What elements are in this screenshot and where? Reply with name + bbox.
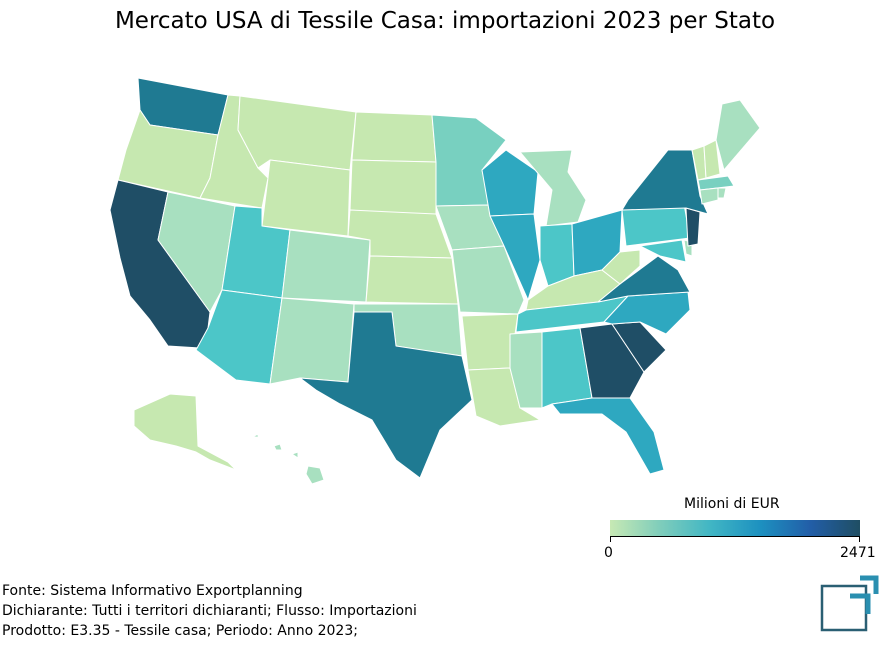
state-south-dakota[interactable] <box>349 159 437 219</box>
state-nevada[interactable] <box>157 191 236 313</box>
state-new-york[interactable] <box>621 149 709 215</box>
state-connecticut[interactable] <box>699 187 719 205</box>
legend-title: Milioni di EUR <box>684 496 780 512</box>
state-florida[interactable] <box>551 397 665 475</box>
state-wyoming[interactable] <box>261 159 351 237</box>
footer-declarant: Dichiarante: Tutti i territori dichiaran… <box>2 603 417 619</box>
footer-source: Fonte: Sistema Informativo Exportplannin… <box>2 583 303 599</box>
state-michigan[interactable] <box>519 149 587 227</box>
state-new-jersey[interactable] <box>685 207 701 247</box>
state-pennsylvania[interactable] <box>621 203 691 247</box>
state-alaska[interactable] <box>133 393 237 471</box>
legend-tick-min <box>610 536 611 542</box>
legend-color-bar <box>610 520 860 536</box>
footer-product: Prodotto: E3.35 - Tessile casa; Periodo:… <box>2 623 358 639</box>
state-new-hampshire[interactable] <box>703 139 721 179</box>
state-missouri[interactable] <box>451 245 525 315</box>
legend-min-label: 0 <box>604 545 613 561</box>
state-west-virginia[interactable] <box>601 249 641 285</box>
state-texas[interactable] <box>299 311 473 479</box>
state-maryland[interactable] <box>639 239 687 263</box>
state-north-dakota[interactable] <box>351 111 437 163</box>
source-footer: Fonte: Sistema Informativo Exportplannin… <box>2 581 417 641</box>
state-massachusetts[interactable] <box>697 175 735 191</box>
state-colorado[interactable] <box>281 229 371 303</box>
state-georgia[interactable] <box>579 323 645 399</box>
legend-tick-max <box>859 536 860 542</box>
state-montana[interactable] <box>237 95 357 171</box>
state-rhode-island[interactable] <box>717 187 727 199</box>
state-mississippi[interactable] <box>509 331 543 409</box>
legend-max-label: 2471 <box>840 545 876 561</box>
exportplanning-logo-icon <box>820 575 879 632</box>
state-new-mexico[interactable] <box>269 297 355 385</box>
state-illinois[interactable] <box>489 213 541 301</box>
map-title: Mercato USA di Tessile Casa: importazion… <box>114 8 776 34</box>
state-indiana[interactable] <box>539 223 575 287</box>
legend-axis <box>610 536 860 537</box>
state-hawaii[interactable] <box>253 433 325 485</box>
state-maine[interactable] <box>715 99 761 171</box>
state-kansas[interactable] <box>365 255 459 305</box>
state-wisconsin[interactable] <box>481 149 539 217</box>
